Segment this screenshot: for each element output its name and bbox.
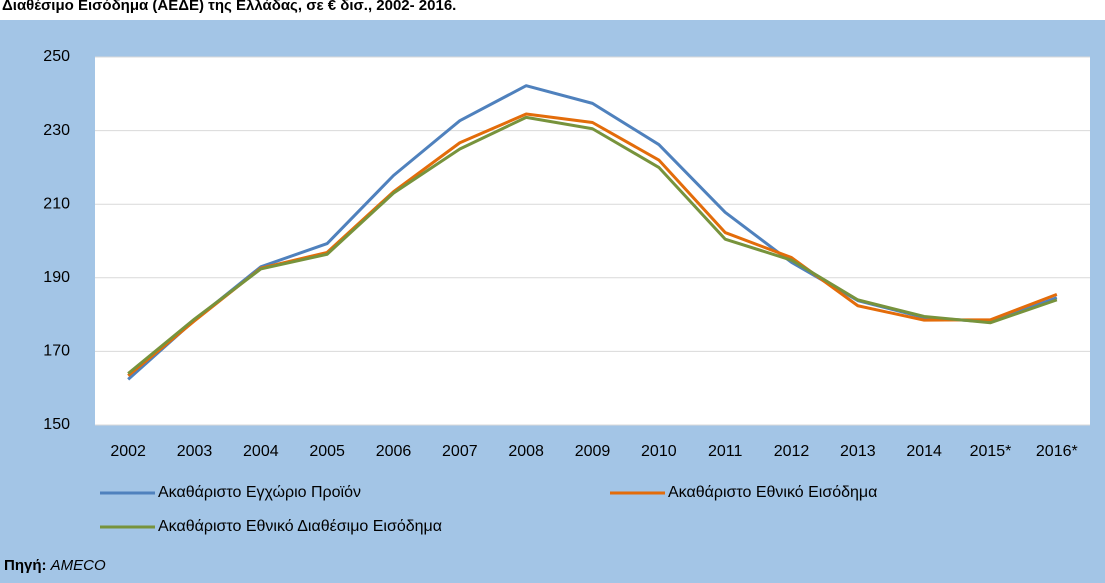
y-tick-label: 230 [43,122,70,139]
y-tick-label: 150 [43,416,70,433]
y-tick-label: 250 [43,48,70,65]
x-tick-label: 2004 [243,443,279,460]
y-tick-label: 210 [43,195,70,212]
x-tick-label: 2008 [508,443,544,460]
x-tick-label: 2009 [575,443,611,460]
legend-label: Ακαθάριστο Εθνικό Διαθέσιμο Εισόδημα [158,518,442,535]
chart-title: Διαθέσιμο Εισόδημα (ΑΕΔΕ) της Ελλάδας, σ… [2,0,456,14]
x-tick-label: 2005 [309,443,345,460]
x-tick-label: 2003 [177,443,213,460]
source-label: Πηγή: [4,557,47,574]
legend-label: Ακαθάριστο Εγχώριο Προϊόν [158,484,361,501]
source-text: AMECO [50,557,106,574]
source: Πηγή: AMECO [4,557,106,574]
y-tick-label: 190 [43,269,70,286]
x-tick-label: 2012 [774,443,810,460]
legend-label: Ακαθάριστο Εθνικό Εισόδημα [668,484,877,501]
x-tick-label: 2007 [442,443,478,460]
x-tick-label: 2016* [1036,443,1078,460]
y-tick-label: 170 [43,343,70,360]
x-tick-label: 2002 [110,443,146,460]
x-tick-label: 2015* [970,443,1012,460]
x-tick-label: 2010 [641,443,677,460]
plot-area [95,57,1090,425]
x-tick-label: 2011 [708,443,743,460]
x-tick-label: 2014 [906,443,942,460]
series-line [127,115,1058,375]
x-tick-label: 2013 [840,443,876,460]
x-tick-label: 2006 [376,443,412,460]
